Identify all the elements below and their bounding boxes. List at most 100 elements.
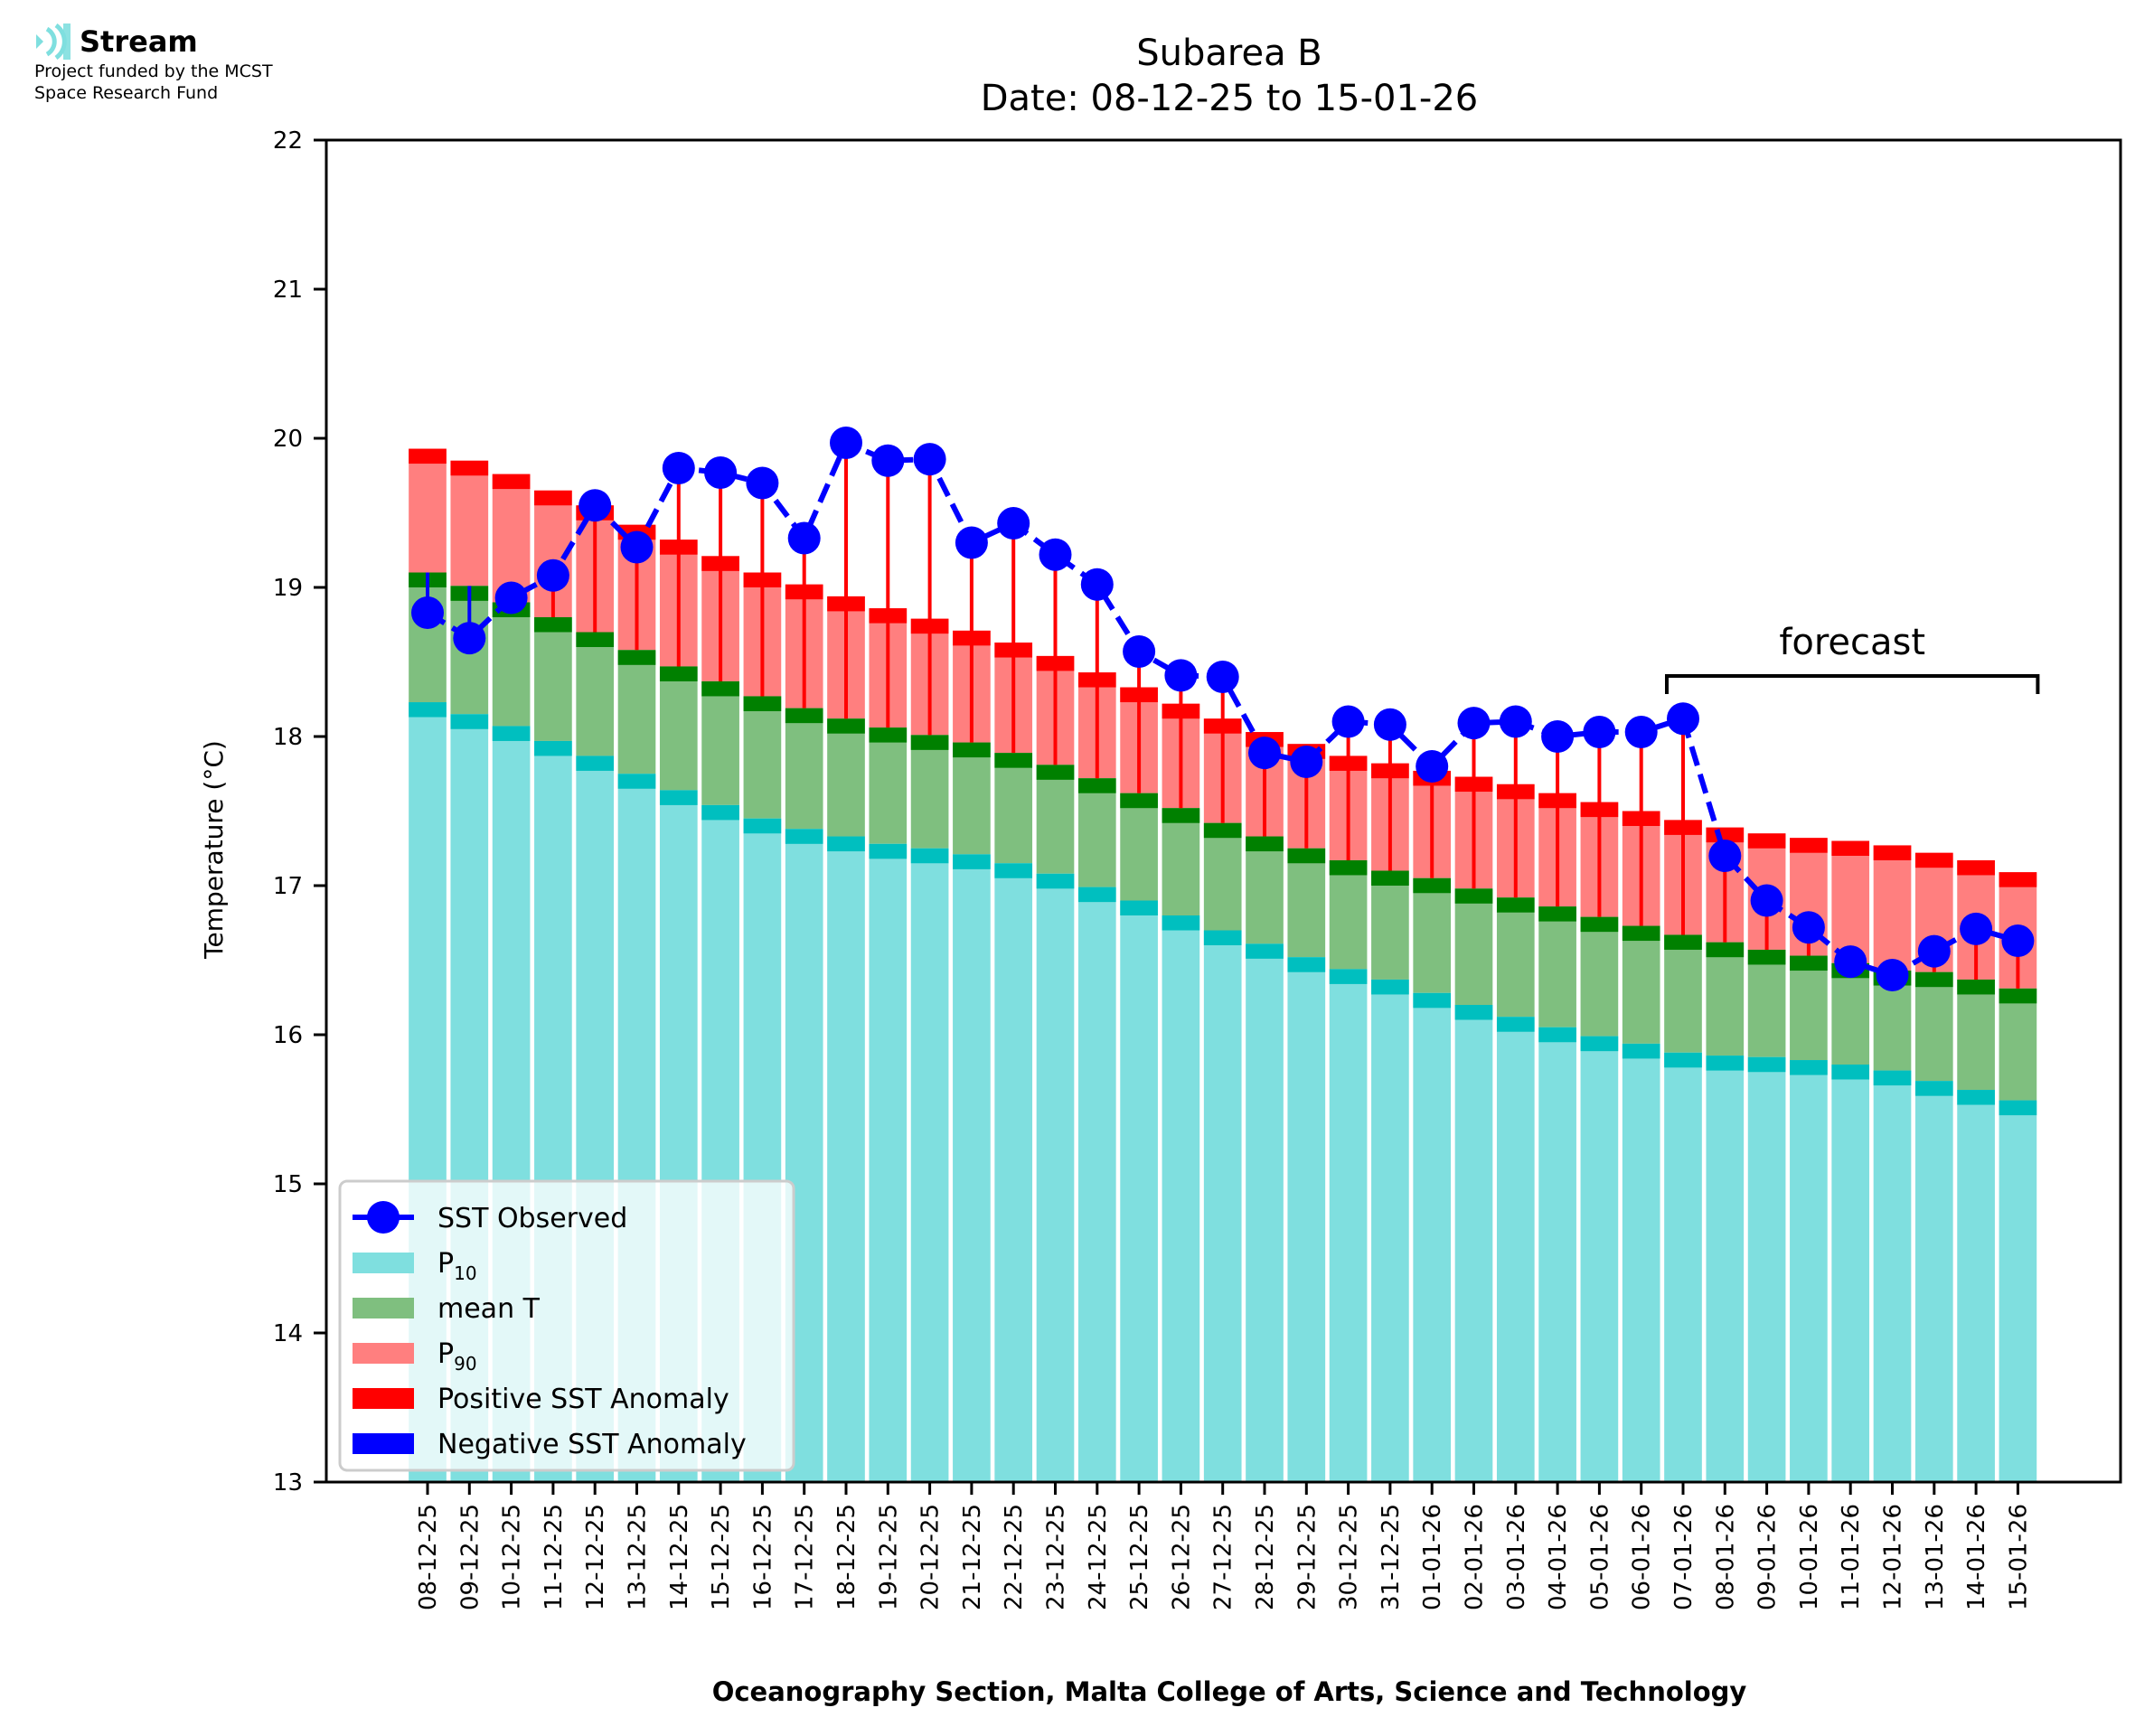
bar-p10 [1077,887,1116,1482]
bar-p10 [827,836,865,1482]
bar-p10 [1162,915,1200,1482]
legend-box [338,1179,795,1472]
x-tick-label: 09-01-26 [1754,1504,1782,1610]
bar-p90-cap [534,490,572,506]
funding-line-1: Project funded by the MCST [34,61,273,81]
x-tick-label: 12-12-25 [582,1504,609,1610]
bar-p10 [1831,1065,1870,1482]
bar-p90-cap [1831,840,1870,856]
bar-mean [1831,962,1870,1065]
forecast-label: forecast [1779,622,1925,663]
bar-mean-cap [994,753,1033,768]
bar-mean [1287,848,1326,958]
sst-observed-point [1876,959,1909,991]
legend-swatch-icon [353,1388,414,1409]
x-tick-label: 14-12-25 [666,1504,693,1610]
bar-mean [1036,765,1075,874]
bar-p10-cap [1957,1090,1995,1105]
logo-name: Stream [80,24,198,59]
bar-mean-cap [701,680,739,697]
bar-p10 [994,863,1033,1482]
bar-mean-cap [1747,949,1786,965]
y-tick-label: 15 [273,1171,303,1198]
bar-p10 [1747,1056,1786,1482]
bar-p90-cap [1790,838,1828,853]
bar-p10-cap [743,818,782,834]
legend-item: SST Observed [353,1201,627,1234]
bar-mean-cap [1622,925,1660,942]
bar-mean [1203,822,1242,931]
x-axis-label: Oceanography Section, Malta College of A… [712,1676,1747,1707]
bar-p10-cap [576,755,615,771]
legend-label: mean T [437,1293,541,1325]
bar-mean-cap [1580,916,1619,933]
x-tick-label: 29-12-25 [1293,1504,1321,1610]
bar-mean [1496,897,1535,1018]
y-tick-label: 14 [273,1320,303,1347]
bar-mean-cap [743,696,782,711]
bar-p90-cap [1873,845,1912,860]
forecast-bracket [1665,674,2040,694]
bar-p90 [1873,845,1912,971]
x-tick-label: 01-01-26 [1419,1504,1446,1610]
sst-observed-point [1499,705,1532,738]
sst-observed-point [704,455,738,489]
bar-p10-cap [1162,915,1200,931]
y-tick-label: 13 [273,1469,303,1497]
bar-p10-cap [953,854,991,869]
bar-mean-cap [785,708,823,724]
x-tick-label: 30-12-25 [1336,1504,1363,1610]
sst-observed-point [578,489,612,522]
bar-p10 [910,848,949,1482]
x-tick-label: 11-12-25 [541,1504,568,1610]
sst-observed-point [955,526,988,559]
bar-p10-cap [910,848,949,864]
sst-observed-point [1416,750,1449,783]
bar-mean [701,680,739,805]
x-tick-label: 07-01-26 [1670,1504,1698,1610]
sst-observed-point [1331,705,1365,738]
logo-brand: Stream [34,23,273,60]
bar-mean [1790,955,1828,1061]
sst-observed-point [997,507,1030,540]
x-tick-label: 21-12-25 [959,1504,986,1610]
bar-p10-cap [1246,943,1284,959]
y-axis-label: Temperature (°C) [199,740,229,960]
bar-p10-cap [1747,1056,1786,1073]
x-tick-label: 27-12-25 [1210,1504,1237,1610]
x-tick-label: 26-12-25 [1168,1504,1195,1610]
bar-p10 [1036,873,1075,1482]
x-tick-label: 22-12-25 [1001,1504,1028,1610]
bar-mean [659,666,698,791]
legend-marker-icon [367,1201,400,1234]
bar-p10 [1538,1027,1576,1482]
bar-mean [1413,877,1452,993]
bar-mean-cap [1914,971,1953,988]
bar-p90-cap [1957,859,1995,876]
bar-mean [869,727,908,844]
sst-observed-point [536,558,569,592]
bar-mean [617,650,656,774]
bar-p90-cap [1747,833,1786,849]
x-tick-label: 17-12-25 [792,1504,819,1610]
x-tick-label: 09-12-25 [456,1504,484,1610]
bar-p90-cap [1999,872,2037,887]
bar-mean-cap [1329,859,1368,876]
sst-observed-point [1667,702,1699,736]
sst-observed-point [1541,720,1575,753]
sst-observed-point [1206,661,1239,693]
bar-mean-cap [1162,808,1200,823]
bar-mean [576,632,615,756]
y-tick-label: 17 [273,873,303,900]
sst-observed-point [1373,708,1406,741]
x-tick-label: 14-01-26 [1963,1504,1990,1610]
x-tick-label: 11-01-26 [1838,1504,1865,1610]
bar-p10 [1329,969,1368,1482]
bar-mean-cap [869,727,908,743]
bar-p10-cap [1914,1081,1953,1096]
x-tick-label: 24-12-25 [1085,1504,1112,1610]
sst-observed-point [746,466,779,500]
x-tick-label: 08-01-26 [1712,1504,1739,1610]
